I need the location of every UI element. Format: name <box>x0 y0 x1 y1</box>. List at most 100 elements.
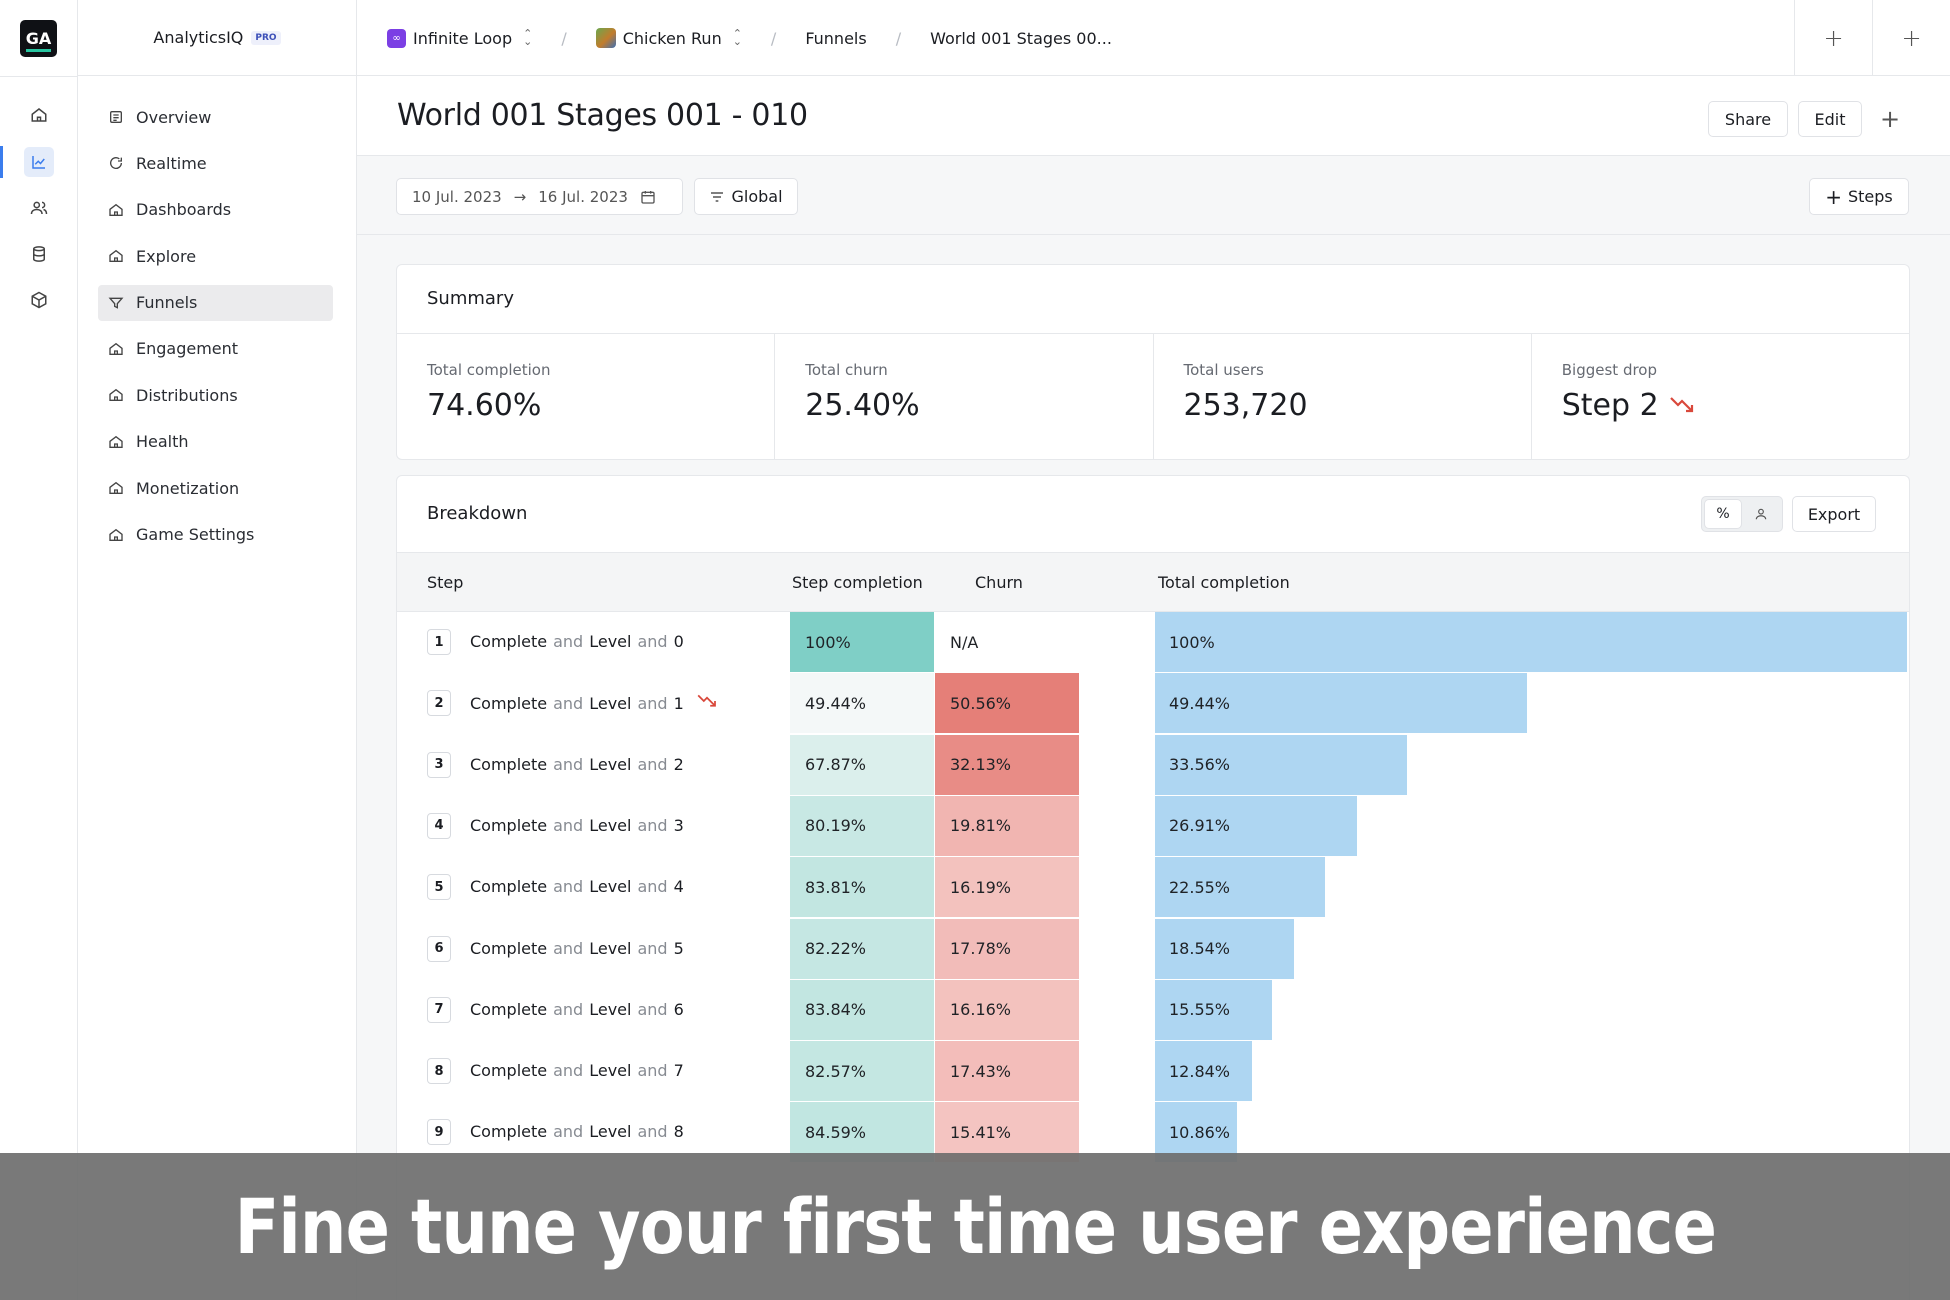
package-icon[interactable] <box>24 285 54 315</box>
sidebar-item-funnels[interactable]: Funnels <box>98 284 333 321</box>
infinity-icon: ∞ <box>387 28 406 48</box>
step-completion-cell: 49.44% <box>790 673 934 734</box>
step-completion-cell: 83.84% <box>790 979 934 1040</box>
edit-button[interactable]: Edit <box>1798 101 1862 137</box>
step-label-part: and <box>553 754 584 774</box>
sidebar-item-label: Funnels <box>136 293 198 313</box>
step-completion-cell: 82.57% <box>790 1041 934 1102</box>
sidebar-item-realtime[interactable]: Realtime <box>98 145 333 181</box>
sidebar-brand: AnalyticsIQ PRO <box>78 0 356 76</box>
step-number: 1 <box>427 629 451 655</box>
step-label-part: and <box>553 693 584 713</box>
table-row[interactable]: 2 Complete and Level and 1 49.44% 50.56% 49.44% <box>397 673 1909 734</box>
top-bar: ∞ Infinite Loop ⌃ ⌄ / Chicken Run ⌃ ⌄ / Fu… <box>357 0 1950 76</box>
plus-icon: + <box>1825 184 1842 209</box>
percent-toggle[interactable]: % <box>1705 500 1741 528</box>
add-widget-button[interactable]: + <box>1872 101 1908 137</box>
step-label-part: Complete <box>470 1122 548 1142</box>
step-label-part: 6 <box>673 999 684 1019</box>
users-toggle[interactable] <box>1743 500 1779 528</box>
monetization-icon <box>108 480 124 496</box>
step-label-part: 2 <box>673 754 684 774</box>
trend-down-icon <box>1669 388 1695 423</box>
summary-stat: Total completion 74.60% <box>397 334 776 459</box>
step-label-part: and <box>637 877 668 897</box>
step-completion-cell: 84.59% <box>790 1102 934 1163</box>
caption-banner: Fine tune your first time user experienc… <box>0 1153 1950 1300</box>
breadcrumb-org[interactable]: ∞ Infinite Loop ⌃ ⌄ <box>387 28 532 48</box>
step-label-part: Complete <box>470 877 548 897</box>
stat-value-wrap: 253,720 <box>1184 388 1531 423</box>
chart-icon[interactable] <box>24 147 54 177</box>
sidebar-item-monetization[interactable]: Monetization <box>98 470 333 506</box>
churn-cell: 16.16% <box>935 979 1079 1040</box>
export-button[interactable]: Export <box>1792 496 1876 532</box>
distributions-icon <box>108 387 124 403</box>
table-row[interactable]: 7 Complete and Level and 6 83.84% 16.16% 15.55% <box>397 979 1909 1041</box>
breadcrumb-section-label: Funnels <box>805 28 867 48</box>
filter-bar: 10 Jul. 2023 → 16 Jul. 2023 Global + Ste… <box>357 156 1950 235</box>
step-label: Complete and Level and 0 <box>470 632 684 651</box>
table-row[interactable]: 6 Complete and Level and 5 82.22% 17.78% 18.54% <box>397 918 1909 980</box>
sidebar-item-engagement[interactable]: Engagement <box>98 331 333 367</box>
users-icon[interactable] <box>24 193 54 223</box>
sidebar-item-overview[interactable]: Overview <box>98 99 333 135</box>
add-steps-button[interactable]: + Steps <box>1809 178 1909 215</box>
database-icon[interactable] <box>24 239 54 269</box>
step-number: 6 <box>427 935 451 962</box>
step-label-part: and <box>637 938 668 958</box>
share-button[interactable]: Share <box>1708 101 1788 137</box>
page-header: World 001 Stages 001 - 010 Share Edit + <box>357 76 1950 156</box>
table-row[interactable]: 1 Complete and Level and 0 100% N/A 100% <box>397 612 1909 673</box>
total-completion-bar <box>1155 734 1408 795</box>
date-from: 10 Jul. 2023 <box>412 187 502 206</box>
sidebar-item-dashboards[interactable]: Dashboards <box>98 192 333 228</box>
table-row[interactable]: 5 Complete and Level and 4 83.81% 16.19% 22.55% <box>397 857 1909 918</box>
table-row[interactable]: 9 Complete and Level and 8 84.59% 15.41% 10.86% <box>397 1102 1909 1163</box>
breadcrumb-separator: / <box>561 28 567 48</box>
step-label-part: and <box>553 999 584 1019</box>
main-content: World 001 Stages 001 - 010 Share Edit + … <box>357 76 1950 1300</box>
sidebar-item-explore[interactable]: Explore <box>98 238 333 274</box>
add-panel-button[interactable]: + <box>1872 0 1950 76</box>
view-toggle: % <box>1701 496 1783 532</box>
app-logo[interactable]: GA <box>20 20 57 57</box>
total-completion-bar <box>1155 1102 1237 1163</box>
icon-rail: GA <box>0 0 78 1300</box>
churn-cell: 15.41% <box>935 1102 1079 1163</box>
home-icon[interactable] <box>24 100 54 130</box>
rail-active-indicator <box>0 146 3 178</box>
date-range-picker[interactable]: 10 Jul. 2023 → 16 Jul. 2023 <box>396 178 683 215</box>
step-label-part: and <box>637 754 668 774</box>
step-completion-cell: 100% <box>790 612 934 672</box>
col-step: Step <box>427 573 464 592</box>
sidebar-nav: Overview Realtime Dashboards Explore Funnels… <box>98 99 333 563</box>
breadcrumb-section[interactable]: Funnels <box>805 29 866 48</box>
segment-label: Global <box>731 187 783 206</box>
summary-stat: Biggest drop Step 2 <box>1532 334 1909 459</box>
stat-value-wrap: 74.60% <box>427 388 774 423</box>
sidebar-item-game-settings[interactable]: Game Settings <box>98 517 333 553</box>
explore-icon <box>108 248 124 264</box>
total-completion-value: 10.86% <box>1169 1122 1231 1142</box>
breadcrumb-page-label: World 001 Stages 00... <box>930 28 1112 48</box>
sidebar-item-label: Game Settings <box>136 525 255 545</box>
table-header: Step Step completion Churn Total complet… <box>397 552 1909 612</box>
breadcrumb-game[interactable]: Chicken Run ⌃ ⌄ <box>595 28 742 48</box>
step-completion-cell: 83.81% <box>790 857 934 918</box>
step-label-part: Complete <box>470 938 548 958</box>
table-row[interactable]: 4 Complete and Level and 3 80.19% 19.81% 26.91% <box>397 795 1909 857</box>
filter-lines-icon <box>711 191 724 202</box>
segment-filter-button[interactable]: Global <box>694 178 798 215</box>
step-number: 4 <box>427 812 451 839</box>
sidebar-item-health[interactable]: Health <box>98 424 333 460</box>
add-tab-button[interactable]: + <box>1794 0 1872 76</box>
funnel-icon <box>108 295 124 311</box>
table-row[interactable]: 8 Complete and Level and 7 82.57% 17.43% 12.84% <box>397 1041 1909 1102</box>
breadcrumb-page[interactable]: World 001 Stages 00... <box>930 29 1112 48</box>
arrow-right-icon: → <box>513 187 527 206</box>
pro-badge: PRO <box>251 30 281 45</box>
table-row[interactable]: 3 Complete and Level and 2 67.87% 32.13% 33.56% <box>397 734 1909 796</box>
stat-value-wrap: 25.40% <box>805 388 1152 423</box>
sidebar-item-distributions[interactable]: Distributions <box>98 377 333 413</box>
